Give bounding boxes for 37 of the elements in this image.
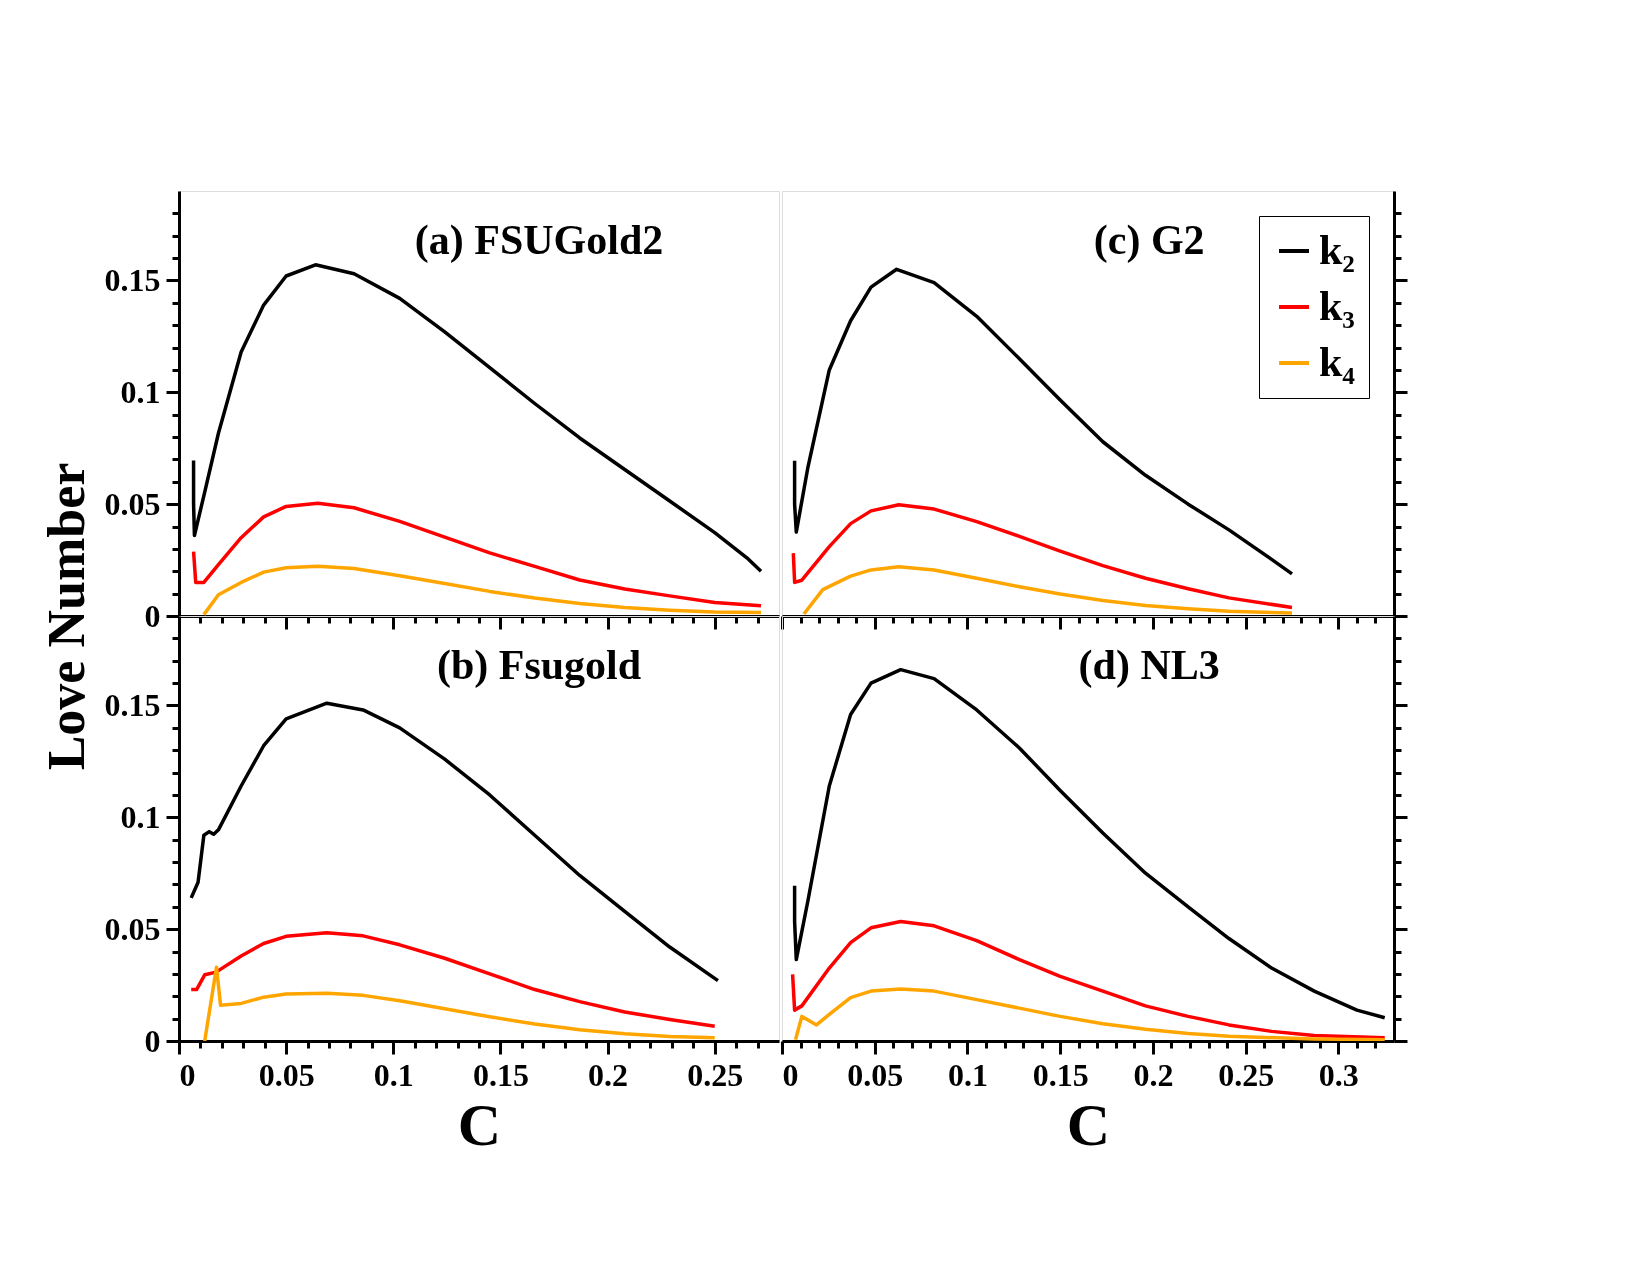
y-tick-label: 0.15 <box>104 261 161 298</box>
y-axis-title: Love Number <box>37 462 95 771</box>
x-axis-title: C <box>1066 1091 1111 1158</box>
line-series <box>189 701 720 983</box>
x-tick-label: 0.25 <box>1218 1056 1275 1093</box>
y-tick-label: 0.15 <box>104 686 161 723</box>
x-tick-label: 0 <box>179 1056 196 1093</box>
line-series <box>202 965 717 1041</box>
x-axis-title: C <box>457 1091 502 1158</box>
text: (a) FSUGold2 <box>414 217 664 264</box>
text: (c) G2 <box>1093 217 1205 264</box>
x-tick-label: 0.15 <box>472 1056 529 1093</box>
legend-label: k₄ <box>1319 339 1356 385</box>
legend-label: k₃ <box>1319 283 1355 329</box>
y-tick-label: 0.05 <box>104 910 161 947</box>
line-series <box>189 930 717 1028</box>
x-tick-label: 0.05 <box>258 1056 315 1093</box>
x-tick-label: 0.2 <box>588 1056 629 1093</box>
x-tick-label: 0.1 <box>947 1056 988 1093</box>
y-tick-label: 0 <box>144 597 161 634</box>
text: (d) NL3 <box>1078 642 1220 689</box>
line-series <box>191 501 763 608</box>
x-tick-label: 0.05 <box>847 1056 904 1093</box>
y-tick-label: 0 <box>144 1022 161 1059</box>
y-tick-label: 0.1 <box>120 373 161 410</box>
x-tick-label: 0.25 <box>687 1056 744 1093</box>
line-series <box>202 564 763 616</box>
x-tick-label: 0.2 <box>1133 1056 1174 1093</box>
x-tick-label: 0.1 <box>373 1056 414 1093</box>
line-series <box>191 263 763 574</box>
text: (b) Fsugold <box>436 642 642 689</box>
x-tick-label: 0.3 <box>1318 1056 1359 1093</box>
x-tick-label: 0 <box>782 1056 799 1093</box>
y-tick-label: 0.1 <box>120 798 161 835</box>
legend-label: k₂ <box>1319 227 1355 273</box>
x-tick-label: 0.15 <box>1032 1056 1089 1093</box>
y-tick-label: 0.05 <box>104 485 161 522</box>
